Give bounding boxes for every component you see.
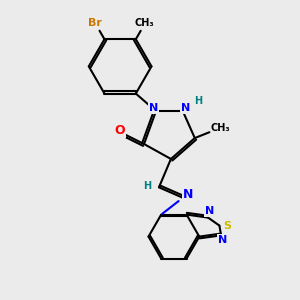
Text: N: N xyxy=(149,103,158,113)
Text: H: H xyxy=(143,181,152,191)
Text: O: O xyxy=(115,124,125,137)
Text: N: N xyxy=(181,103,190,113)
Text: N: N xyxy=(205,206,214,216)
Text: Br: Br xyxy=(88,18,102,28)
Text: S: S xyxy=(223,220,231,231)
Text: N: N xyxy=(218,235,227,245)
Text: CH₃: CH₃ xyxy=(135,18,154,28)
Text: H: H xyxy=(194,96,202,106)
Text: CH₃: CH₃ xyxy=(210,123,230,133)
Text: N: N xyxy=(183,188,194,201)
